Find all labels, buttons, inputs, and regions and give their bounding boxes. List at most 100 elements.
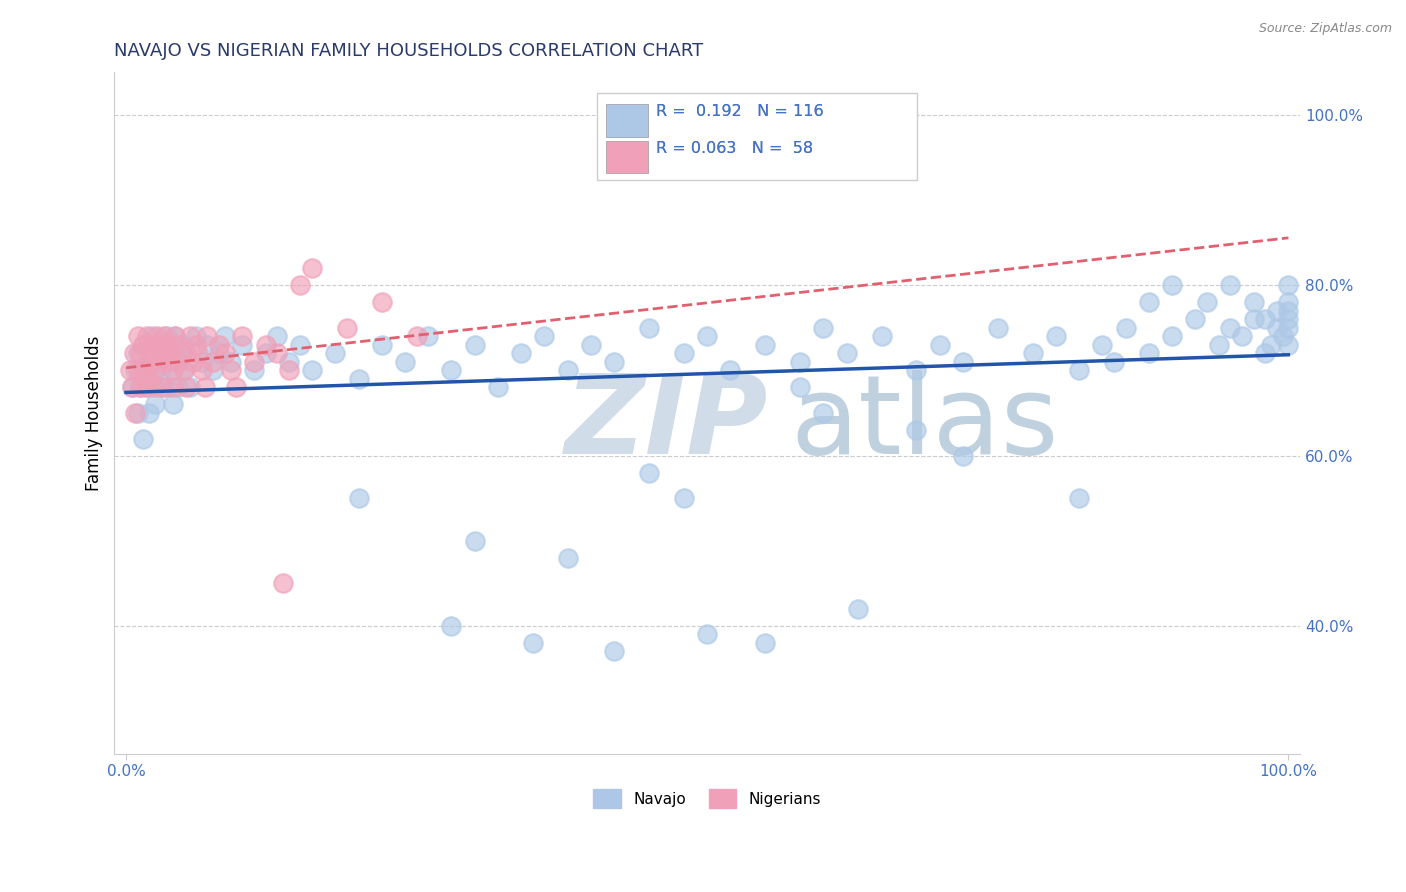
Point bbox=[162, 363, 184, 377]
Point bbox=[138, 346, 160, 360]
Point bbox=[132, 363, 155, 377]
Point bbox=[1277, 295, 1299, 310]
Point bbox=[789, 380, 811, 394]
Point bbox=[905, 423, 928, 437]
Point bbox=[696, 329, 718, 343]
FancyBboxPatch shape bbox=[598, 93, 917, 180]
Point bbox=[141, 338, 163, 352]
Point bbox=[225, 380, 247, 394]
Point bbox=[219, 355, 242, 369]
Point bbox=[672, 346, 695, 360]
Point bbox=[136, 380, 159, 394]
Point bbox=[254, 338, 277, 352]
Point bbox=[533, 329, 555, 343]
Point bbox=[1161, 329, 1184, 343]
Point bbox=[187, 346, 209, 360]
Point bbox=[143, 397, 166, 411]
Point bbox=[603, 644, 626, 658]
Text: Source: ZipAtlas.com: Source: ZipAtlas.com bbox=[1258, 22, 1392, 36]
Point bbox=[754, 338, 776, 352]
Point bbox=[464, 533, 486, 548]
Point bbox=[1137, 295, 1160, 310]
Point bbox=[152, 346, 174, 360]
Point bbox=[143, 380, 166, 394]
Point bbox=[143, 363, 166, 377]
Point bbox=[789, 355, 811, 369]
Point bbox=[179, 329, 201, 343]
Point bbox=[208, 346, 231, 360]
Text: R = 0.063   N =  58: R = 0.063 N = 58 bbox=[657, 141, 813, 156]
Point bbox=[129, 380, 152, 394]
Point bbox=[557, 363, 579, 377]
Point bbox=[254, 346, 277, 360]
Point bbox=[1161, 278, 1184, 293]
Point bbox=[1260, 338, 1282, 352]
Point bbox=[214, 329, 236, 343]
Point bbox=[141, 329, 163, 343]
Y-axis label: Family Households: Family Households bbox=[86, 335, 103, 491]
Point bbox=[149, 338, 172, 352]
Point bbox=[440, 619, 463, 633]
Point bbox=[522, 636, 544, 650]
Text: R = 0.063   N =  58: R = 0.063 N = 58 bbox=[657, 141, 813, 156]
Point bbox=[418, 329, 440, 343]
Point bbox=[277, 363, 299, 377]
Point bbox=[190, 355, 212, 369]
Point bbox=[277, 355, 299, 369]
Point bbox=[173, 363, 195, 377]
Point bbox=[156, 329, 179, 343]
Point bbox=[179, 380, 201, 394]
Point bbox=[1277, 338, 1299, 352]
Point bbox=[813, 406, 835, 420]
Point bbox=[170, 346, 193, 360]
Text: NAVAJO VS NIGERIAN FAMILY HOUSEHOLDS CORRELATION CHART: NAVAJO VS NIGERIAN FAMILY HOUSEHOLDS COR… bbox=[114, 42, 703, 60]
Point bbox=[146, 338, 169, 352]
Point bbox=[183, 355, 205, 369]
Point bbox=[129, 346, 152, 360]
Point bbox=[153, 329, 176, 343]
Point bbox=[243, 363, 266, 377]
Point bbox=[813, 321, 835, 335]
Point bbox=[156, 355, 179, 369]
Point bbox=[127, 346, 149, 360]
Point bbox=[1277, 321, 1299, 335]
Point bbox=[194, 380, 217, 394]
Point bbox=[176, 346, 198, 360]
Point bbox=[124, 406, 146, 420]
Point bbox=[347, 491, 370, 505]
Point bbox=[167, 338, 190, 352]
Point bbox=[231, 329, 253, 343]
Point bbox=[336, 321, 359, 335]
Point bbox=[146, 329, 169, 343]
Text: ZIP: ZIP bbox=[565, 369, 769, 476]
Point bbox=[132, 338, 155, 352]
Point bbox=[132, 432, 155, 446]
Point bbox=[149, 346, 172, 360]
Point bbox=[696, 627, 718, 641]
Point bbox=[323, 346, 346, 360]
Legend: Navajo, Nigerians: Navajo, Nigerians bbox=[588, 783, 827, 814]
Point bbox=[870, 329, 893, 343]
Point bbox=[1277, 278, 1299, 293]
Point bbox=[301, 261, 323, 276]
Point bbox=[231, 338, 253, 352]
Point bbox=[638, 321, 661, 335]
Point bbox=[156, 380, 179, 394]
Point bbox=[136, 329, 159, 343]
Point bbox=[141, 346, 163, 360]
Text: R =  0.192   N = 116: R = 0.192 N = 116 bbox=[657, 104, 824, 120]
Point bbox=[952, 449, 974, 463]
Point bbox=[1069, 491, 1091, 505]
Point bbox=[162, 397, 184, 411]
Point bbox=[672, 491, 695, 505]
Point bbox=[197, 329, 219, 343]
Point bbox=[1184, 312, 1206, 326]
Point bbox=[510, 346, 533, 360]
Point bbox=[835, 346, 858, 360]
Point bbox=[371, 338, 394, 352]
Point bbox=[1265, 303, 1288, 318]
Point bbox=[846, 601, 869, 615]
Point bbox=[214, 346, 236, 360]
Point bbox=[129, 380, 152, 394]
Point bbox=[1091, 338, 1114, 352]
